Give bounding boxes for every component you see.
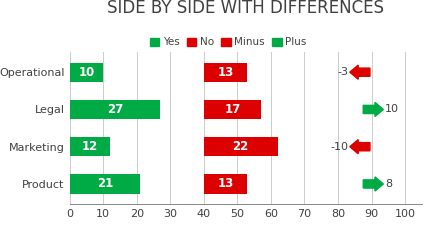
Bar	[204, 100, 260, 119]
Text: 27: 27	[106, 103, 123, 116]
FancyArrow shape	[362, 102, 382, 117]
Bar	[69, 63, 103, 82]
Bar	[204, 63, 247, 82]
Text: 17: 17	[224, 103, 240, 116]
Text: 13: 13	[217, 66, 233, 79]
Bar	[204, 137, 277, 156]
Text: -10: -10	[329, 142, 347, 152]
Text: 13: 13	[217, 177, 233, 190]
Title: SIDE BY SIDE WITH DIFFERENCES: SIDE BY SIDE WITH DIFFERENCES	[107, 0, 383, 17]
Bar	[69, 100, 160, 119]
Text: 12: 12	[82, 140, 98, 153]
Text: 10: 10	[78, 66, 94, 79]
Bar	[69, 137, 110, 156]
FancyArrow shape	[349, 140, 369, 154]
Text: -3: -3	[336, 67, 347, 77]
Bar	[69, 174, 140, 194]
Bar	[204, 174, 247, 194]
FancyArrow shape	[349, 65, 369, 79]
Text: 10: 10	[384, 104, 398, 114]
Text: 8: 8	[384, 179, 391, 189]
FancyArrow shape	[362, 177, 382, 191]
Text: 21: 21	[96, 177, 113, 190]
Text: 22: 22	[232, 140, 248, 153]
Legend: Yes, No, Minus, Plus: Yes, No, Minus, Plus	[145, 33, 310, 51]
